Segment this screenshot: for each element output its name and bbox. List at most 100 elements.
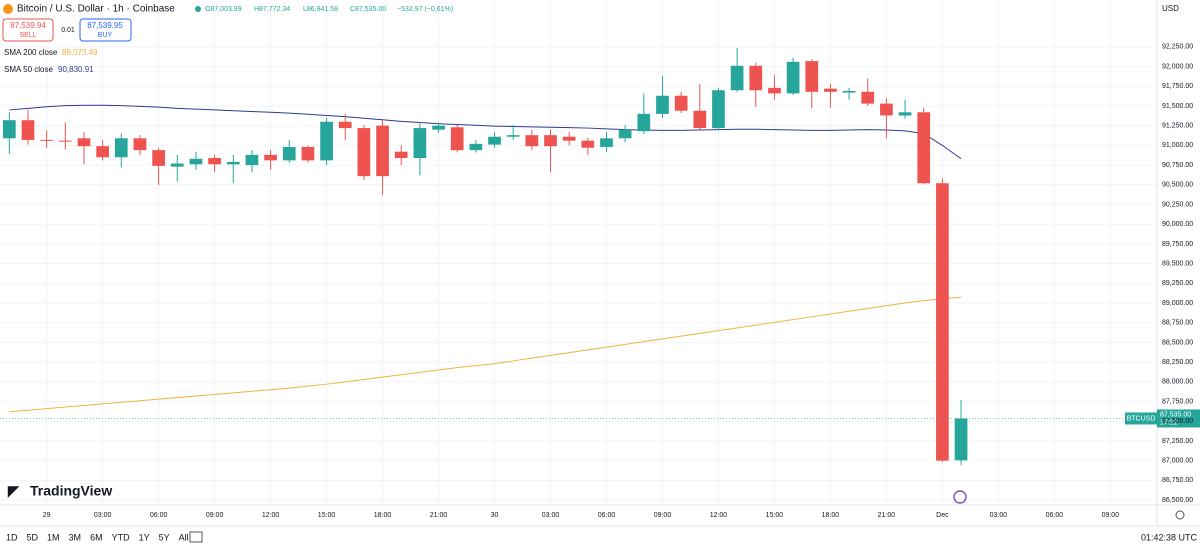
x-tick-label: 30 — [491, 512, 499, 519]
candle-body — [674, 95, 688, 111]
y-tick-label: 90,000.00 — [1162, 221, 1193, 228]
x-tick-label: Dec — [936, 512, 949, 519]
buy-price: 87,539.95 — [87, 21, 123, 30]
x-tick-label: 15:00 — [318, 512, 336, 519]
y-tick-label: 91,500.00 — [1162, 103, 1193, 110]
candle-body — [544, 135, 557, 147]
change: −532.97 (−0.61%) — [397, 6, 453, 13]
candle-body — [768, 87, 781, 94]
candle-body — [152, 150, 165, 166]
sell-button[interactable] — [2, 18, 54, 42]
candle-body — [208, 158, 221, 165]
candle-body — [189, 158, 203, 165]
candle-body — [2, 120, 16, 139]
range-button[interactable]: 3M — [69, 532, 82, 542]
legend-value: 90,830.91 — [58, 65, 94, 74]
y-tick-label: 91,750.00 — [1162, 83, 1193, 90]
price-tag — [1125, 412, 1157, 425]
range-button[interactable]: 5D — [27, 532, 39, 542]
sell-label: SELL — [19, 32, 36, 39]
spread: 0.01 — [61, 27, 75, 34]
y-tick-label: 86,750.00 — [1162, 477, 1193, 484]
logo: TradingView — [30, 483, 112, 499]
candle-body — [338, 121, 352, 129]
candle-body — [77, 138, 91, 147]
header: Bitcoin / U.S. Dollar · 1h · Coinbase O8… — [2, 4, 1200, 543]
candle-body — [730, 65, 744, 91]
settings-icon[interactable] — [1175, 510, 1185, 520]
candle-body — [525, 135, 539, 147]
price-label: 87,535.00 — [1160, 411, 1191, 418]
candle-body — [712, 90, 725, 129]
range-button[interactable]: All — [179, 532, 189, 542]
price-label-bg — [1157, 409, 1200, 428]
candle-body — [880, 103, 893, 116]
candle-body — [618, 129, 632, 139]
x-tick-label: 03:00 — [94, 512, 112, 519]
candle-body — [114, 138, 128, 158]
candle-body — [21, 120, 35, 140]
y-tick-label: 87,500.00 — [1162, 418, 1193, 425]
ohlc-open: O87,003.99 — [205, 6, 242, 13]
countdown: 17:22 — [1160, 419, 1178, 426]
range-button[interactable]: YTD — [112, 532, 131, 542]
candle-body — [264, 154, 277, 161]
buy-label: BUY — [98, 32, 113, 39]
candle-body — [936, 183, 949, 461]
currency[interactable]: USD — [1162, 4, 1179, 13]
candle-body — [637, 113, 651, 132]
y-tick-label: 89,000.00 — [1162, 300, 1193, 307]
x-tick-label: 09:00 — [206, 512, 224, 519]
range-button[interactable]: 5Y — [159, 532, 170, 542]
y-tick-label: 91,250.00 — [1162, 123, 1193, 130]
candle-body — [469, 143, 483, 151]
candle-body — [133, 138, 147, 151]
price-tag-symbol: BTCUSD — [1127, 415, 1156, 422]
event-icon[interactable] — [953, 490, 967, 504]
range-button[interactable]: 1M — [47, 532, 60, 542]
sma-line — [9, 296, 962, 413]
candle-body — [693, 110, 707, 129]
legend-name: SMA 200 close — [4, 48, 58, 57]
sma-line — [9, 104, 962, 160]
x-tick-label: 06:00 — [598, 512, 616, 519]
candle-body — [805, 61, 819, 92]
candle-body — [301, 146, 315, 161]
x-tick-label: 15:00 — [766, 512, 784, 519]
candle-body — [58, 140, 72, 142]
buy-button[interactable] — [79, 18, 132, 42]
range-button[interactable]: 1Y — [139, 532, 150, 542]
candle-body — [506, 135, 520, 137]
range-button[interactable]: 6M — [90, 532, 103, 542]
ohlc-high: H87,772.34 — [254, 6, 290, 13]
sell-price: 87,539.94 — [10, 21, 46, 30]
candle-body — [656, 95, 669, 114]
x-tick-label: 06:00 — [150, 512, 168, 519]
candle-body — [786, 61, 800, 94]
candle-body — [842, 91, 856, 93]
y-tick-label: 86,500.00 — [1162, 497, 1193, 504]
date-range-icon[interactable] — [189, 531, 203, 543]
candle-body — [600, 138, 613, 147]
y-tick-label: 89,750.00 — [1162, 241, 1193, 248]
legend-value: 89,073.49 — [62, 48, 98, 57]
x-tick-label: 12:00 — [262, 512, 280, 519]
x-tick-label: 03:00 — [990, 512, 1008, 519]
y-tick-label: 88,000.00 — [1162, 379, 1193, 386]
ohlc-close: C87,535.00 — [350, 6, 386, 13]
y-tick-label: 89,500.00 — [1162, 260, 1193, 267]
candle-body — [394, 151, 408, 159]
plot — [0, 47, 1157, 466]
y-tick-label: 88,500.00 — [1162, 339, 1193, 346]
range-button[interactable]: 1D — [6, 532, 18, 542]
y-tick-label: 88,250.00 — [1162, 359, 1193, 366]
status-dot — [195, 6, 201, 12]
candle-body — [320, 121, 333, 161]
candle-body — [40, 139, 53, 141]
y-tick-label: 90,250.00 — [1162, 201, 1193, 208]
candle-body — [96, 146, 109, 158]
x-tick-label: 06:00 — [1046, 512, 1064, 519]
candle-body — [376, 125, 389, 177]
x-tick-label: 12:00 — [710, 512, 728, 519]
